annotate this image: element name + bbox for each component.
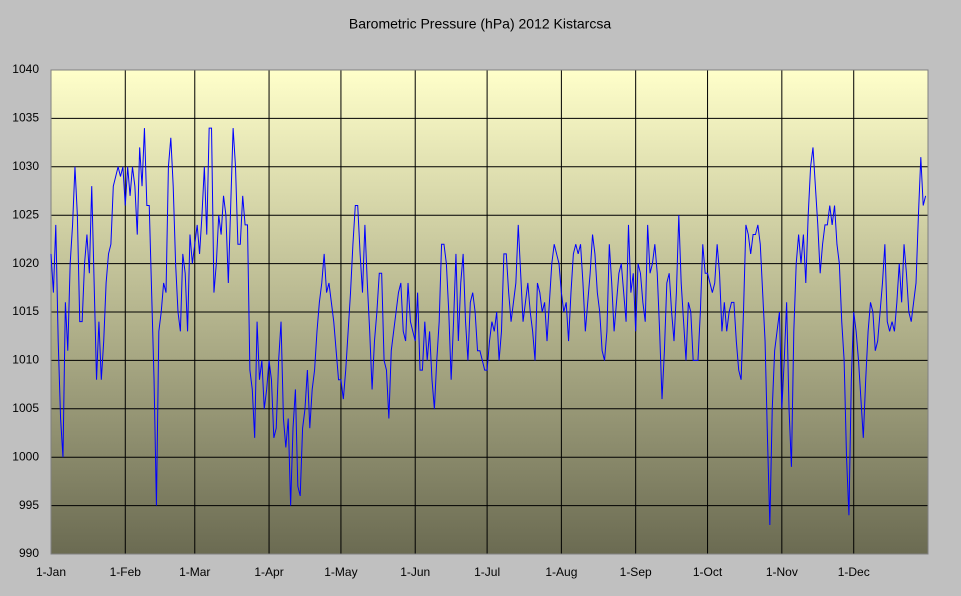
y-tick-label: 1040 — [12, 62, 39, 76]
x-tick-label: 1-Jan — [36, 565, 66, 579]
x-tick-label: 1-Apr — [254, 565, 283, 579]
x-tick-label: 1-Nov — [766, 565, 798, 579]
y-tick-label: 1020 — [12, 256, 39, 270]
y-tick-label: 1000 — [12, 449, 39, 463]
series-line — [50, 127, 927, 525]
x-tick-label: 1-May — [324, 565, 357, 579]
x-tick-label: 1-Oct — [693, 565, 723, 579]
y-tick-label: 1010 — [12, 353, 39, 367]
x-tick-label: 1-Sep — [620, 565, 652, 579]
x-tick-label: 1-Jul — [474, 565, 500, 579]
x-tick-label: 1-Dec — [838, 565, 870, 579]
y-tick-label: 1015 — [12, 304, 39, 318]
x-tick-label: 1-Jun — [400, 565, 430, 579]
x-tick-label: 1-Mar — [179, 565, 210, 579]
y-tick-label: 1030 — [12, 159, 39, 173]
chart-title: Barometric Pressure (hPa) 2012 Kistarcsa — [349, 16, 611, 32]
y-tick-label: 990 — [19, 546, 39, 560]
x-tick-label: 1-Aug — [545, 565, 577, 579]
y-tick-label: 1025 — [12, 207, 39, 221]
y-tick-label: 995 — [19, 498, 39, 512]
x-tick-label: 1-Feb — [110, 565, 142, 579]
y-tick-label: 1035 — [12, 111, 39, 125]
plot-border — [50, 69, 929, 555]
y-tick-label: 1005 — [12, 401, 39, 415]
